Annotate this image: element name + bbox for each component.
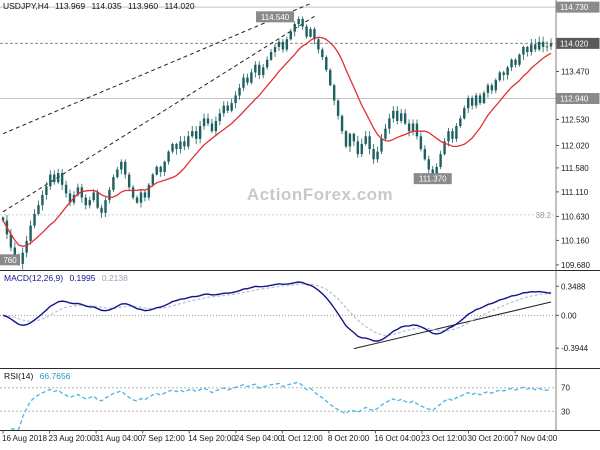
trendline [2, 15, 315, 213]
time-tick-label: 30 Oct 20:00 [468, 434, 514, 443]
rsi-panel [10, 381, 552, 430]
rsi-line [10, 381, 552, 430]
time-tick-label: 14 Sep 20:00 [188, 434, 236, 443]
price-tick-label: 110.160 [561, 236, 590, 245]
price-tick-label: 111.110 [561, 188, 589, 197]
macd-line [2, 281, 552, 342]
high-value: 114.035 [91, 1, 122, 11]
candlestick-series [1, 16, 553, 270]
time-tick-label: 23 Aug 20:00 [49, 434, 97, 443]
fib-label: 38.2 [536, 211, 552, 220]
price-tick-label: 113.470 [561, 67, 590, 76]
macd-value: 0.1995 [69, 273, 96, 283]
price-tick-label: 111.580 [561, 164, 589, 173]
rsi-value: 66.7656 [39, 371, 71, 381]
annotation-box [256, 11, 295, 23]
price-label-box [556, 1, 600, 13]
annotation-label: 111.370 [419, 175, 447, 184]
macd-label: MACD(12,26,9) 0.1995 0.2138 [4, 273, 132, 283]
macd-panel [0, 281, 556, 350]
macd-signal-value: 0.2138 [101, 273, 128, 283]
time-tick-label: 8 Oct 20:00 [328, 434, 370, 443]
price-axis: 113.470 112.530 112.020 111.580 111.110 110.6… [555, 0, 600, 430]
time-tick-label: 16 Oct 04:00 [374, 434, 420, 443]
price-label: 114.020 [560, 39, 589, 48]
time-tick-label: 7 Sep 12:00 [142, 434, 186, 443]
macd-tick-label: -0.3944 [561, 344, 589, 353]
time-tick-label: 1 Oct 12:00 [281, 434, 323, 443]
macd-tick-label: 0.00 [561, 311, 577, 320]
price-tick-label: 110.630 [561, 212, 590, 221]
time-tick-label: 24 Sep 04:00 [235, 434, 283, 443]
annotation-box [0, 254, 20, 266]
main-chart-panel: 114.540 111.370 38.2 760 [0, 3, 556, 270]
watermark: ActionForex.com [246, 185, 394, 204]
symbol-label: USDJPY,H4 [3, 1, 49, 11]
annotation-label: 114.540 [261, 13, 290, 22]
time-axis: 16 Aug 2018 23 Aug 20:00 31 Aug 04:00 7 Sep… [2, 430, 558, 443]
time-tick-label: 7 Nov 04:00 [514, 434, 558, 443]
macd-name: MACD(12,26,9) [4, 273, 64, 283]
time-tick-label: 23 Oct 12:00 [421, 434, 467, 443]
price-label-box [556, 93, 600, 105]
rsi-tick-label: 30 [561, 407, 570, 416]
macd-tick-label: 0.3488 [561, 282, 586, 291]
rsi-name: RSI(14) [4, 371, 34, 381]
macd-trendline [353, 301, 552, 350]
close-value: 114.020 [164, 1, 195, 11]
annotation-label: 760 [3, 256, 17, 265]
open-value: 113.969 [55, 1, 86, 11]
price-label-box [556, 37, 600, 49]
ma-line [2, 36, 552, 247]
symbol-ohlc-header: USDJPY,H4 113.969 114.035 113.960 114.02… [3, 1, 199, 11]
time-tick-label: 16 Aug 2018 [2, 434, 47, 443]
price-label: 112.940 [560, 95, 589, 104]
rsi-tick-label: 70 [561, 384, 570, 393]
low-value: 113.960 [128, 1, 159, 11]
price-tick-label: 112.020 [561, 141, 590, 150]
price-label: 114.730 [560, 3, 589, 12]
annotation-box [413, 173, 452, 185]
time-tick-label: 31 Aug 04:00 [95, 434, 143, 443]
price-tick-label: 109.680 [561, 261, 590, 270]
rsi-label: RSI(14) 66.7656 [4, 371, 74, 381]
price-tick-label: 112.530 [561, 115, 590, 124]
macd-signal-line [2, 283, 552, 336]
